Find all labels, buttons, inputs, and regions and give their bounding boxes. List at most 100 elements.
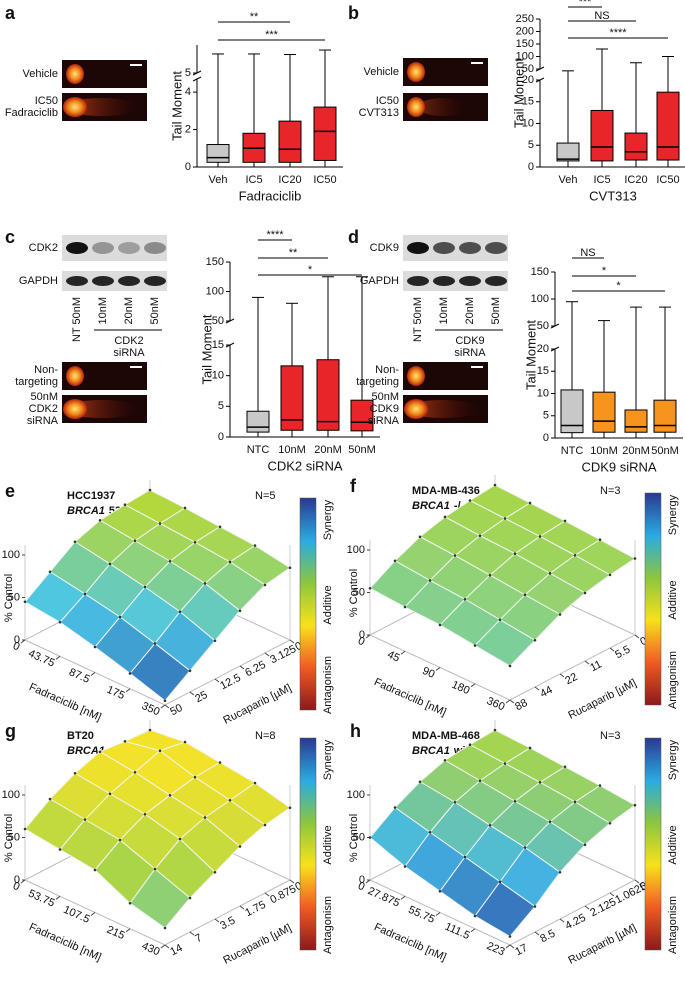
surface-point [503,762,507,765]
colorbar-label: Synergy [667,739,679,780]
x-tick-label: NTC [247,444,270,456]
y-tick-label: 20 [537,343,549,355]
comet-head [63,97,87,117]
surface-point [463,855,467,859]
y-tick [534,931,540,936]
y-tick-label: 200 [516,25,534,37]
panel-letter: h [350,721,361,741]
y-tick [534,686,540,691]
z-tick-label: 50 [353,586,365,598]
box [278,120,302,163]
y-axis-label: Tail Moment [169,71,184,141]
image-label: CDK9 [370,403,399,415]
surface-point [403,605,407,609]
surface-point [598,538,602,541]
y-tick [289,639,295,644]
y-axis-label: Rucaparib [µM] [566,922,638,967]
image-label: 50nM [30,391,58,403]
y-tick [164,704,170,709]
x-tick [400,650,406,655]
x-tick-label: 350 [140,700,162,718]
surface-point [478,779,482,783]
colorbar-label: Antagonism [667,896,679,954]
colorbar [299,737,317,951]
significance-label: NS [580,247,595,259]
gene: BRCA1 [412,745,450,757]
x-tick-label: 360 [485,695,507,713]
surface-point [563,519,567,523]
z-tick-label: 50 [8,831,20,843]
surface-point [393,806,397,809]
surface-point [203,816,207,819]
surface-point [368,586,372,590]
y-tick-label: 8.5 [538,928,557,946]
blot-band [433,276,455,286]
surface-point [73,540,77,544]
z-tick-label: 50 [8,591,20,603]
lane-label: 10nM [97,297,109,325]
colorbar-label: Additive [667,825,679,864]
blot-strip [62,271,167,291]
surface-point [218,761,222,764]
z-tick-label: 100 [347,544,365,556]
surface-point [538,781,542,784]
surface-point [128,901,132,905]
surface-point [263,823,267,827]
colorbar-label: Additive [322,585,334,624]
blot-band [459,242,481,254]
surface-point [598,784,602,787]
colorbar [299,497,317,711]
image-label: siRNA [368,415,400,427]
surface-point [608,822,612,825]
y-tick-label: 5 [543,410,549,422]
y-tick-label: 0 [218,431,224,443]
surface-point [108,562,112,566]
comet-head [63,399,87,419]
surface-point [608,573,612,577]
surface-point [58,620,62,624]
surface-point [418,780,422,784]
blot-band [407,276,429,286]
box [350,399,374,432]
blot-band [92,242,114,254]
surface-point [108,792,112,796]
axis-break [192,76,202,82]
surface-point [193,541,197,544]
y-tick [609,892,615,897]
cell-line: MDA-MB-436 [412,485,480,497]
z-axis-label: % Control [3,574,15,622]
y-axis-label: Rucaparib [µM] [566,677,638,722]
significance-label: NS [594,10,609,22]
surface-point [288,806,292,810]
surface-point [213,870,217,874]
y-tick-label: 0 [293,880,304,893]
axis-break [550,346,560,352]
y-tick [584,660,590,665]
x-tick [470,928,476,933]
image-label: Non- [34,364,58,376]
y-axis-label: Rucaparib [µM] [221,922,293,967]
x-tick [160,704,166,709]
x-axis-label: CVT313 [589,188,637,203]
z-tick-label: 100 [347,789,365,801]
surface-point [118,838,122,842]
gene: BRCA1 [412,500,450,512]
surface-point [123,503,127,507]
x-tick [505,944,511,949]
surface-point [98,518,102,522]
y-tick-label: 2.125 [588,896,618,919]
surface-point [143,812,147,816]
group-label: siRNA [113,347,145,359]
x-tick-label: 175 [105,684,127,702]
x-tick-label: 223 [485,940,507,958]
box [624,132,648,161]
y-tick [214,918,220,923]
image-label: targeting [356,376,399,388]
y-tick-label: 88 [513,697,529,713]
z-tick-label: 100 [2,549,20,561]
surface-point [508,935,512,938]
z-tick-label: 100 [2,789,20,801]
image-label: IC50 [35,95,58,107]
x-tick-label: 45 [385,649,401,665]
z-axis-label: % Control [348,814,360,862]
